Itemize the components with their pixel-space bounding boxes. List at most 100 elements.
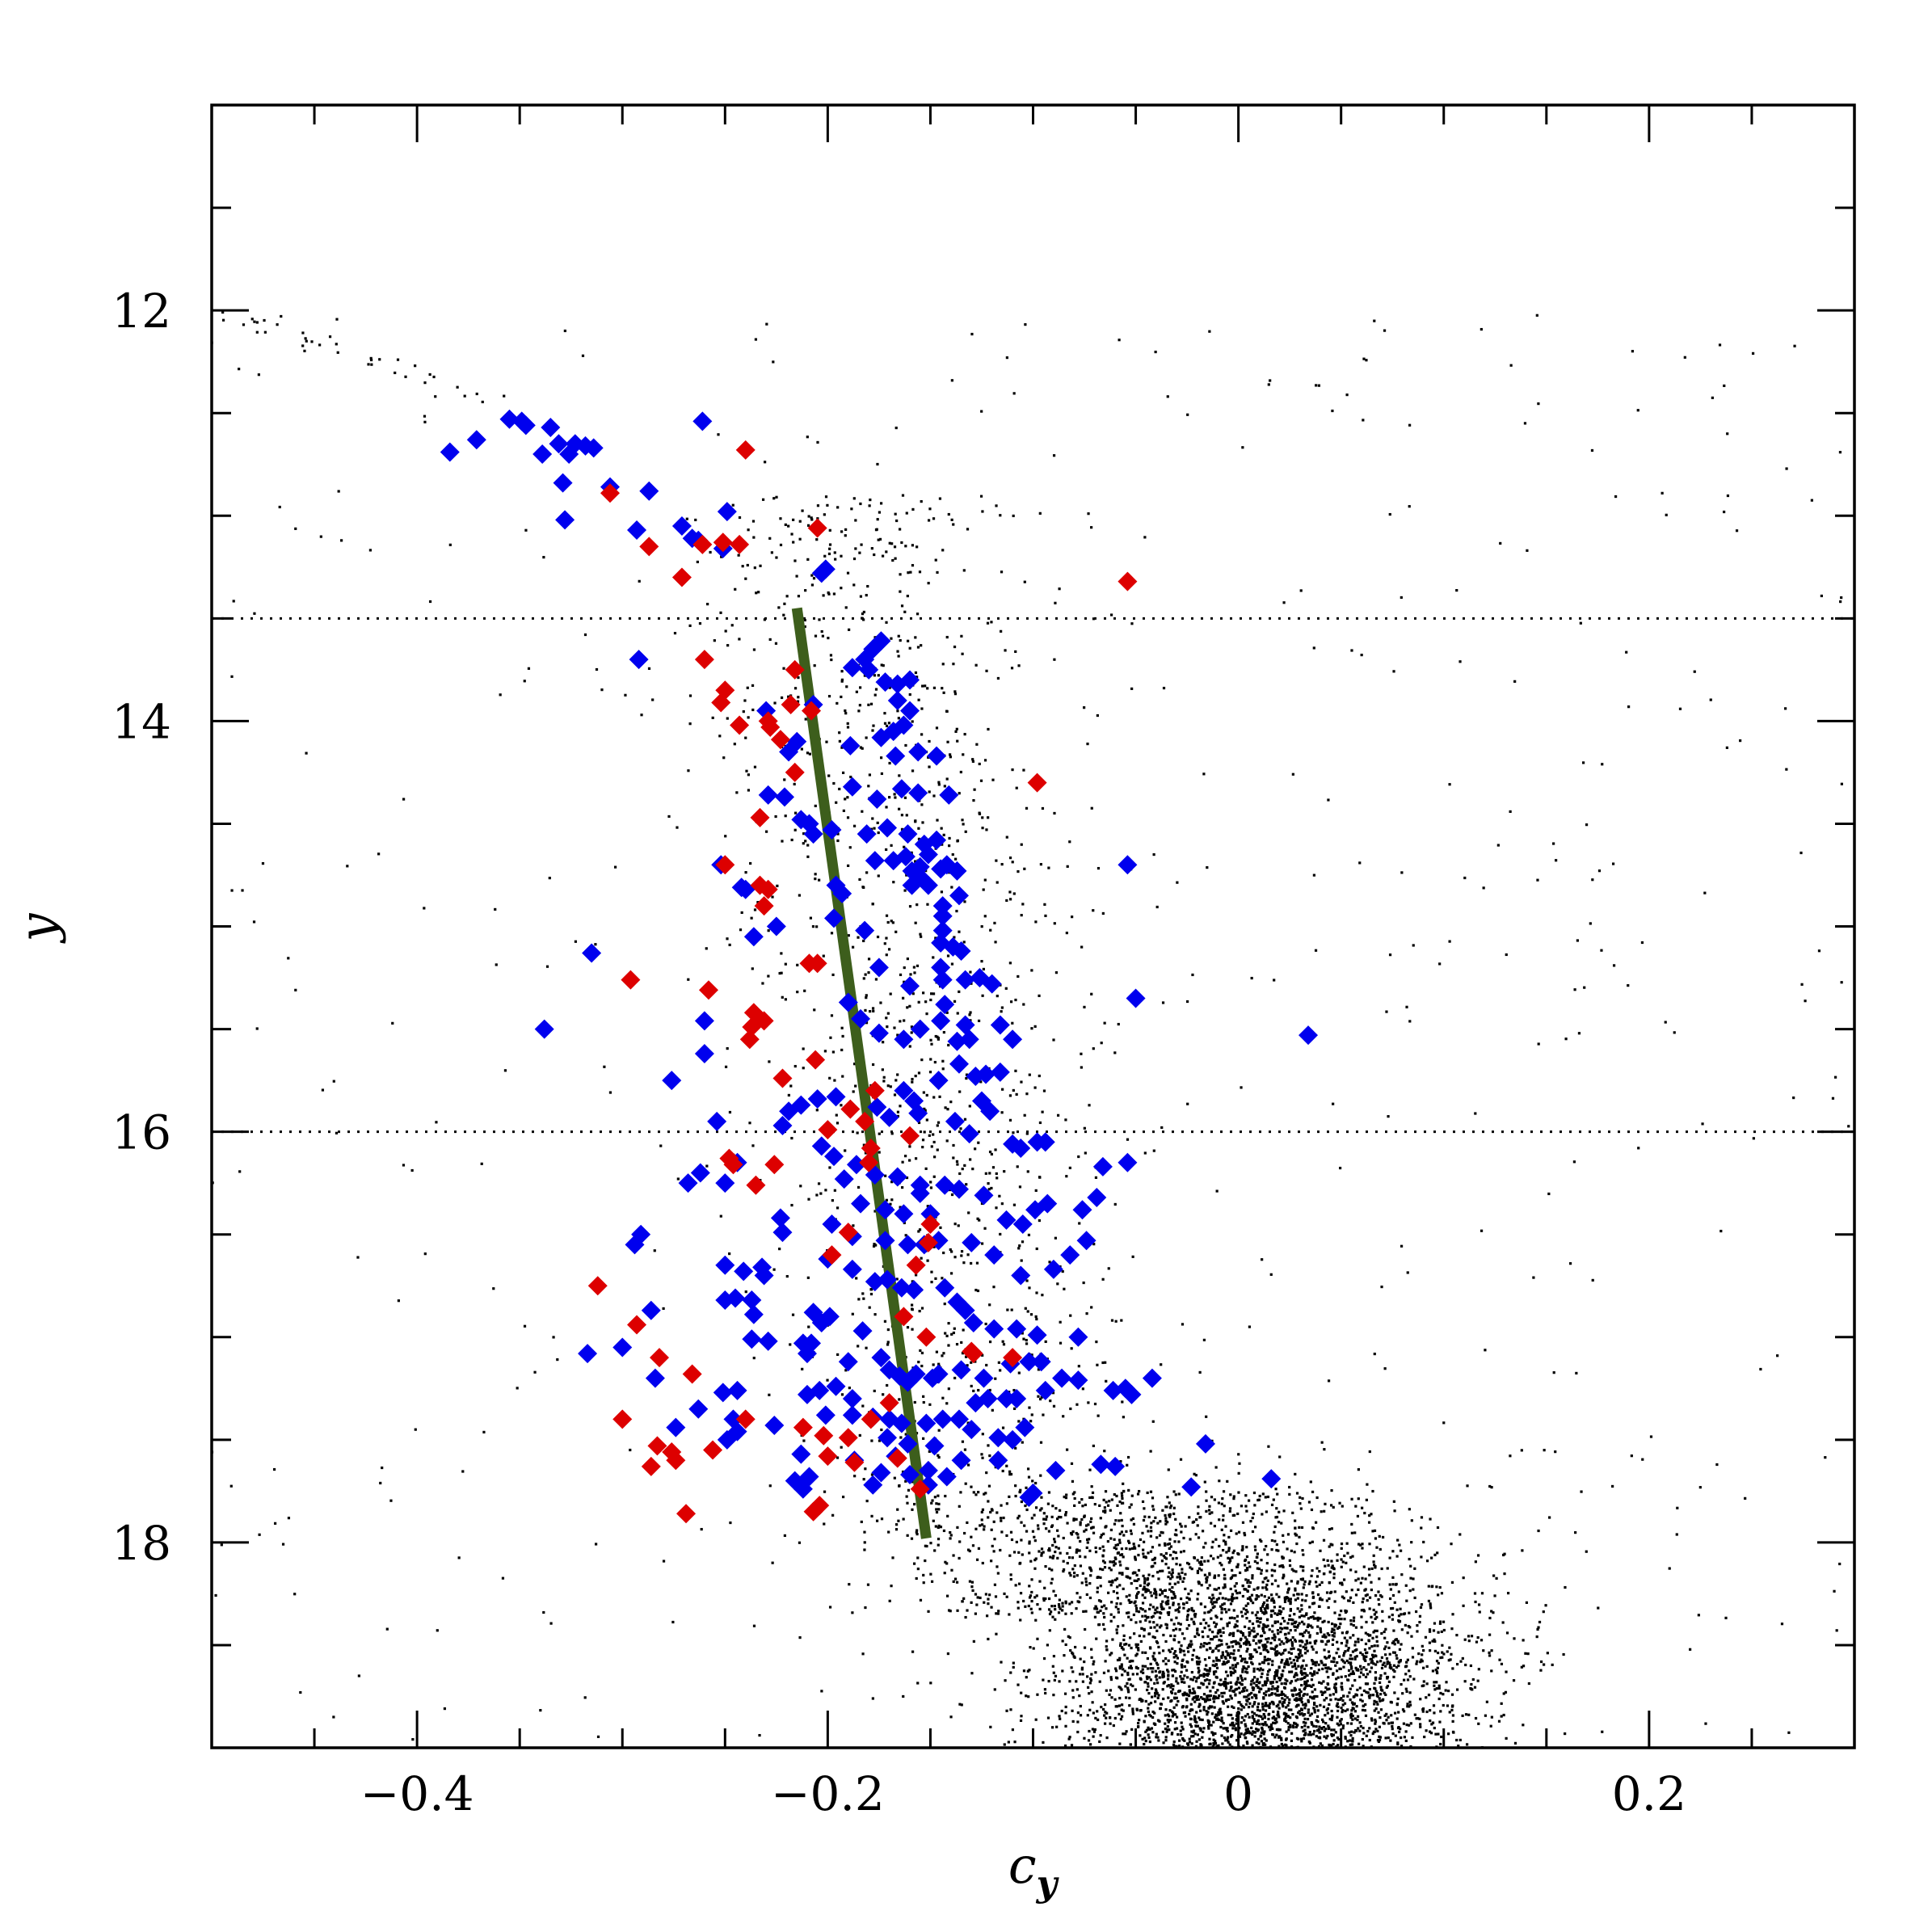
star-dot (1033, 1086, 1037, 1089)
star-dot (1012, 1388, 1016, 1392)
star-dot (1411, 1647, 1414, 1650)
star-dot (806, 844, 810, 847)
star-dot (1282, 1686, 1286, 1690)
star-dot (1264, 1694, 1268, 1697)
star-dot (941, 663, 945, 666)
star-dot (1019, 1719, 1023, 1723)
star-dot (1139, 1677, 1142, 1680)
star-dot (1261, 1581, 1265, 1584)
star-dot (1370, 1588, 1373, 1592)
star-dot (958, 990, 961, 993)
star-dot (1284, 1682, 1287, 1686)
star-dot (927, 1610, 930, 1613)
star-dot (1270, 1574, 1273, 1577)
star-dot (1345, 1542, 1349, 1545)
star-dot (1294, 1698, 1299, 1703)
star-dot (873, 1243, 876, 1246)
star-dot (1418, 1620, 1421, 1624)
star-dot (1275, 1680, 1278, 1684)
star-dot (1005, 1464, 1008, 1467)
star-dot (1147, 1692, 1151, 1695)
star-dot (1297, 1648, 1300, 1652)
star-dot (1349, 1661, 1353, 1665)
star-dot (1294, 1667, 1298, 1670)
star-dot (1004, 987, 1008, 990)
star-dot (1373, 1529, 1377, 1532)
star-dot (1313, 1729, 1316, 1733)
star-dot (1381, 1610, 1384, 1613)
star-dot (1185, 1698, 1189, 1702)
star-dot (789, 1343, 792, 1346)
star-dot (1340, 1610, 1343, 1613)
star-dot (838, 787, 841, 791)
star-dot (1362, 1597, 1365, 1601)
star-dot (1158, 1719, 1161, 1723)
star-dot (1020, 1500, 1023, 1504)
star-dot (1096, 866, 1101, 870)
star-dot (1098, 1547, 1101, 1550)
star-dot (1308, 1684, 1311, 1687)
star-dot (1298, 1526, 1301, 1529)
star-dot (1188, 1516, 1191, 1519)
star-dot (893, 1476, 896, 1480)
star-dot (891, 1556, 894, 1559)
star-dot (1160, 1607, 1164, 1611)
star-dot (1030, 1413, 1033, 1416)
star-dot (1118, 1532, 1122, 1535)
star-dot (1524, 1652, 1527, 1655)
star-dot (1088, 1682, 1092, 1685)
star-dot (1200, 1568, 1203, 1572)
star-dot (1311, 1648, 1315, 1651)
star-dot (1173, 1721, 1177, 1724)
star-dot (1345, 1639, 1349, 1643)
star-dot (1350, 1730, 1353, 1733)
star-dot (1425, 1682, 1429, 1686)
star-dot (1308, 1731, 1311, 1734)
star-dot (640, 713, 643, 717)
star-dot (1305, 1681, 1308, 1685)
star-dot (1158, 1534, 1162, 1537)
star-dot (1214, 1691, 1218, 1694)
star-dot (1281, 1692, 1284, 1696)
star-dot (1277, 1694, 1281, 1697)
star-dot (1241, 1594, 1244, 1598)
star-dot (1065, 931, 1068, 935)
star-dot (1082, 1281, 1085, 1285)
star-dot (1412, 1588, 1415, 1591)
star-dot (1248, 1627, 1251, 1630)
star-dot (1070, 1612, 1073, 1615)
star-dot (1157, 1577, 1160, 1581)
star-dot (1183, 1674, 1186, 1677)
star-dot (1334, 1687, 1337, 1690)
star-dot (1062, 1415, 1065, 1418)
star-dot (1335, 1652, 1338, 1655)
star-dot (1282, 1617, 1285, 1620)
star-dot (1266, 1640, 1269, 1644)
star-dot (1122, 1709, 1125, 1712)
star-dot (1299, 1690, 1303, 1694)
star-dot (1305, 1664, 1308, 1667)
star-dot (1155, 1661, 1159, 1665)
star-dot (1064, 1513, 1067, 1517)
star-dot (1066, 1448, 1069, 1451)
star-dot (1463, 1638, 1467, 1641)
star-dot (1282, 1540, 1286, 1543)
star-dot (942, 833, 945, 836)
star-dot (1379, 1688, 1383, 1691)
star-dot (1290, 1549, 1293, 1552)
star-dot (1328, 1717, 1332, 1721)
star-dot (1020, 914, 1023, 917)
star-dot (1281, 1658, 1284, 1662)
star-dot (1208, 1742, 1211, 1746)
star-dot (1263, 1595, 1266, 1598)
star-dot (1149, 1526, 1153, 1529)
star-dot (1164, 1522, 1168, 1526)
star-dot (1320, 1744, 1324, 1748)
star-dot (1248, 1643, 1252, 1647)
star-dot (953, 692, 958, 696)
star-dot (917, 837, 921, 840)
star-dot (1241, 1670, 1244, 1673)
star-dot (1392, 1675, 1395, 1679)
star-dot (1151, 1505, 1155, 1508)
star-dot (964, 1482, 967, 1485)
